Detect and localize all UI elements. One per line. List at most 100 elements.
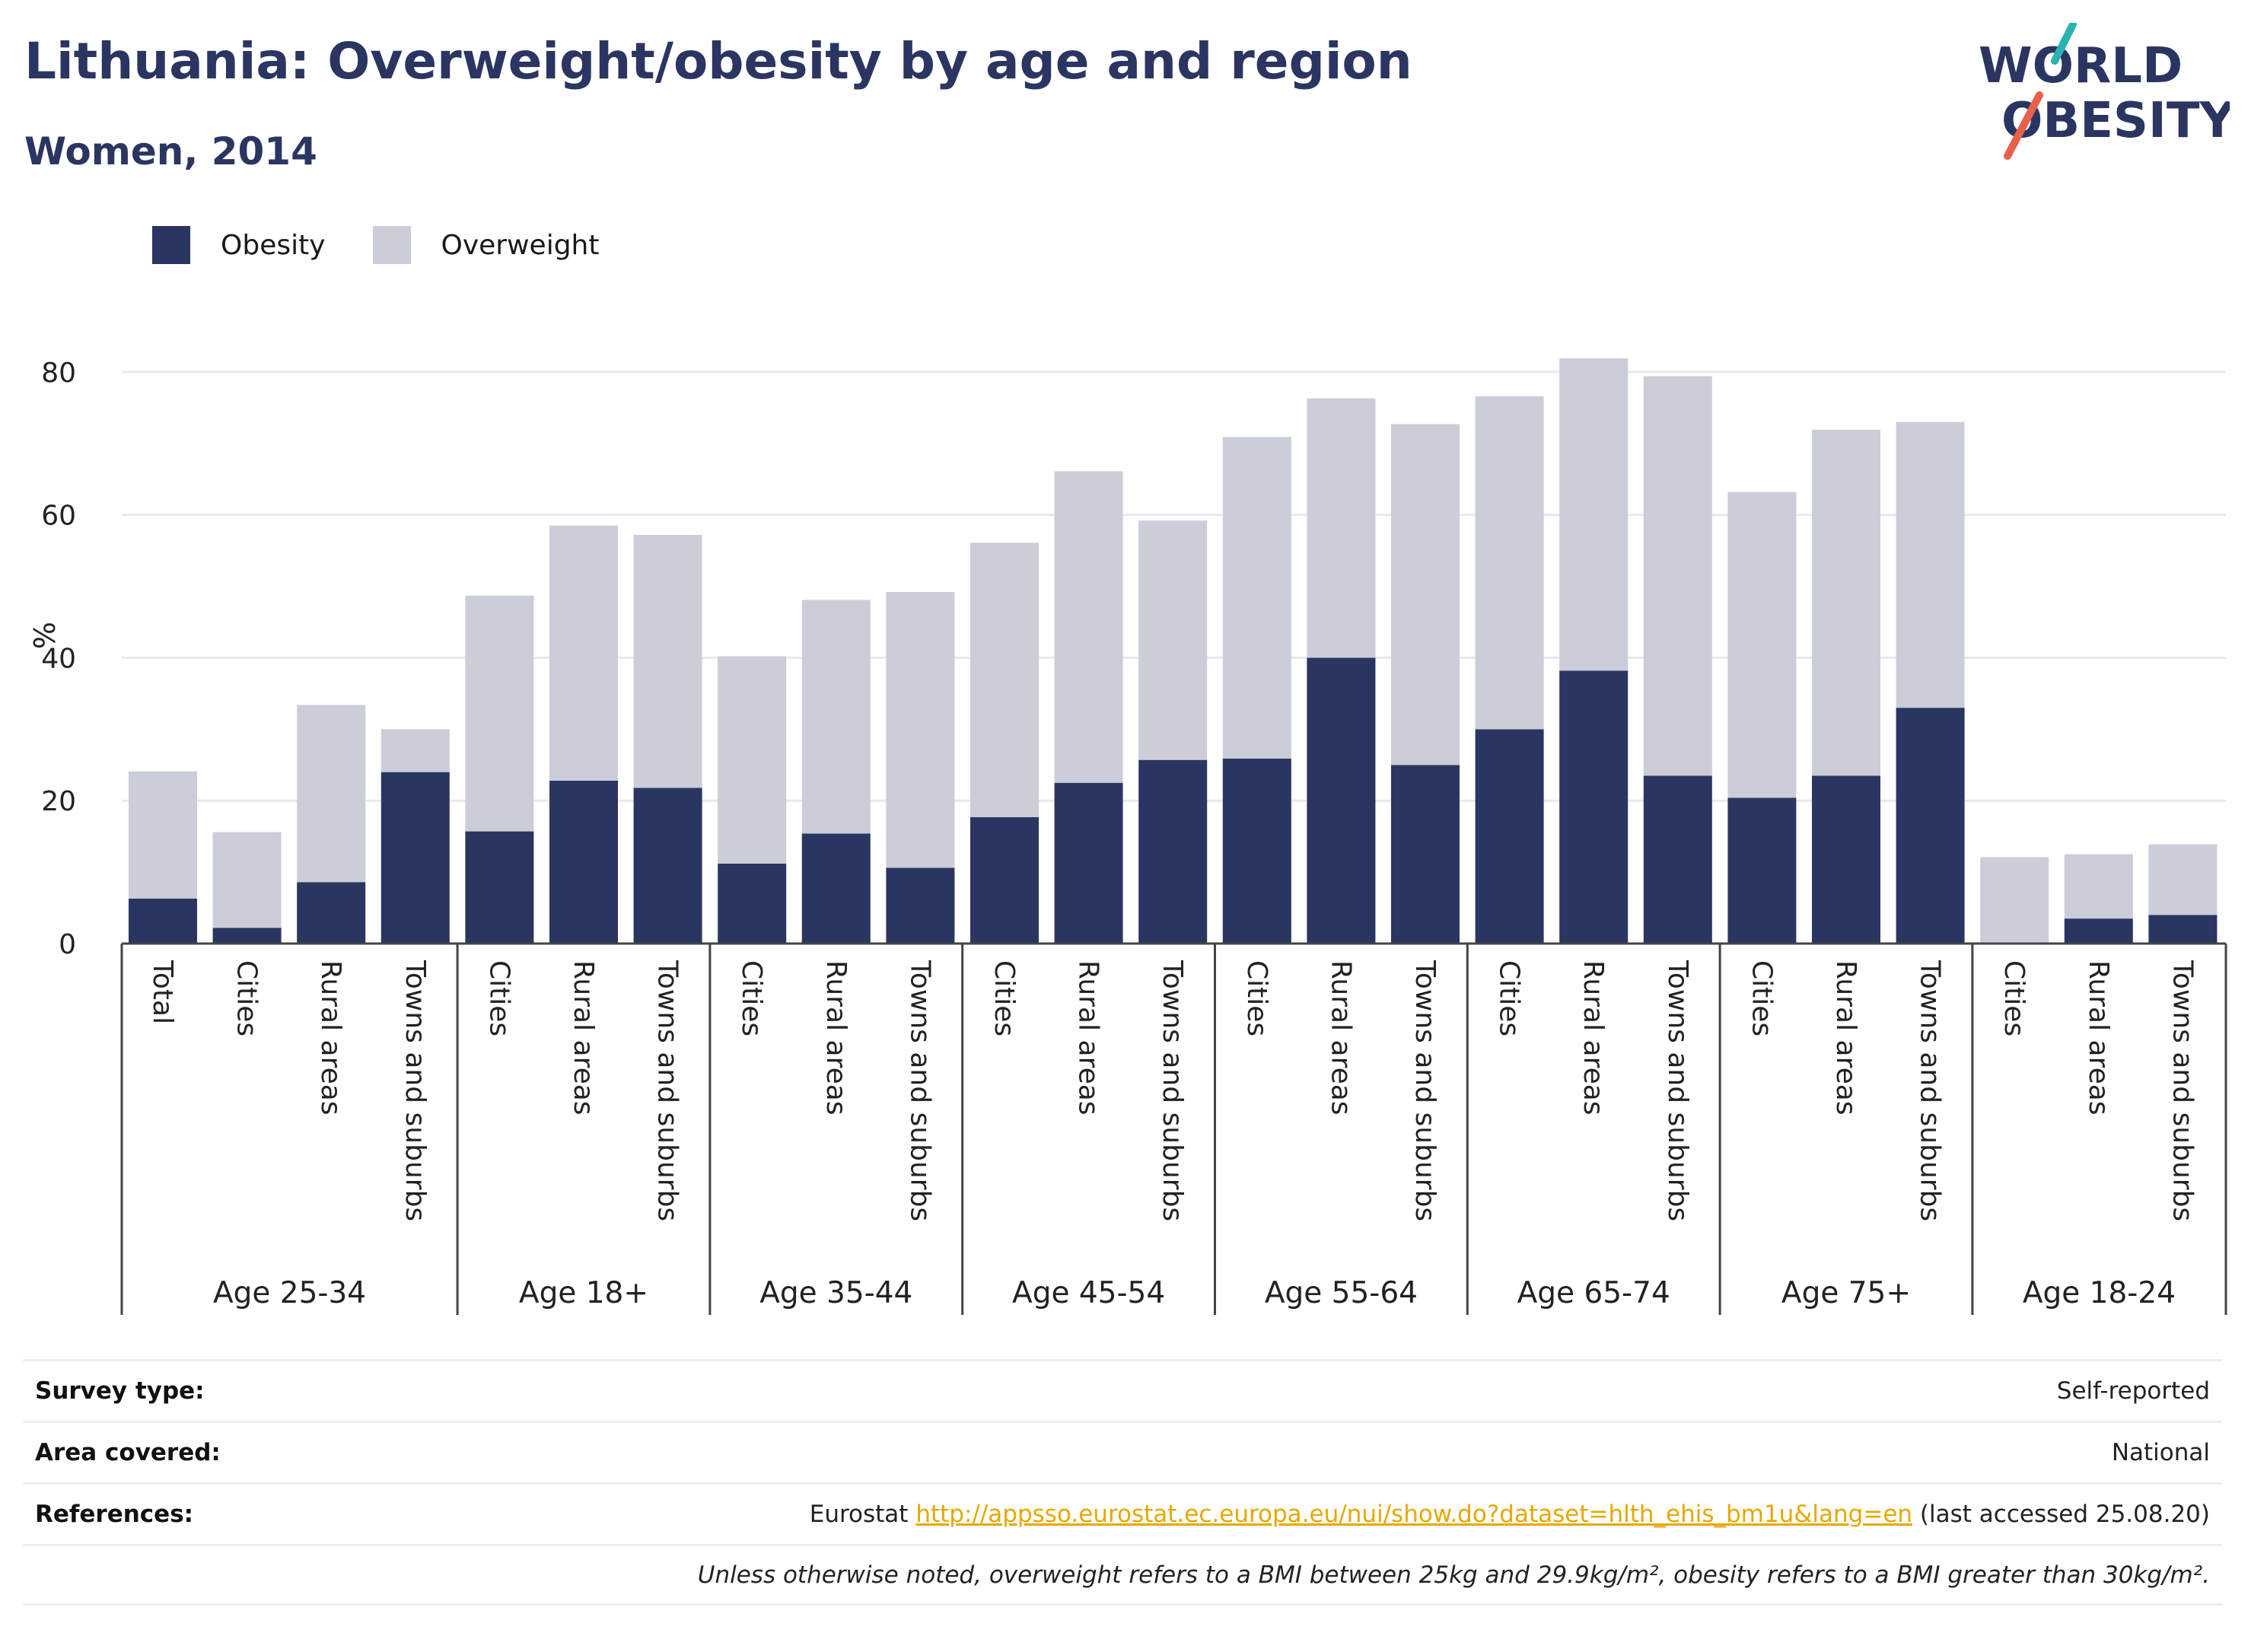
info-table: Survey type: Self-reported Area covered:… xyxy=(23,1359,2222,1606)
area-covered-row: Area covered: National xyxy=(23,1421,2222,1482)
bar-overweight xyxy=(1643,376,1712,776)
bar-chart: 0 20 40 60 80% Total Cities Rural areas Towns an… xyxy=(28,358,2227,1315)
category-label: Rural areas xyxy=(1325,960,1356,1116)
references-row: References: Eurostat http://appsso.euros… xyxy=(23,1482,2222,1544)
bar-overweight xyxy=(212,832,282,928)
bar-overweight xyxy=(2148,844,2218,915)
chart-legend: Obesity Overweight xyxy=(152,225,646,265)
y-tick-label: 0 xyxy=(59,929,76,960)
legend-swatch-obesity xyxy=(152,226,190,264)
bar-obesity xyxy=(633,788,702,944)
category-label: Rural areas xyxy=(315,960,346,1116)
bar-obesity xyxy=(1054,782,1123,944)
legend-swatch-overweight xyxy=(372,226,411,264)
bar-overweight xyxy=(1307,398,1376,658)
references-value: Eurostat http://appsso.eurostat.ec.europ… xyxy=(810,1501,2210,1528)
category-label: Towns and suburbs xyxy=(652,960,683,1221)
category-label: Total xyxy=(147,960,178,1024)
bar-obesity xyxy=(465,831,534,944)
survey-type-label: Survey type: xyxy=(35,1377,205,1405)
group-label: Age 35-44 xyxy=(759,1276,912,1310)
bar-obesity xyxy=(1643,775,1712,944)
chart-subtitle: Women, 2014 xyxy=(24,129,317,173)
y-tick-label: 20 xyxy=(41,786,76,817)
legend-item-overweight: Overweight xyxy=(372,226,600,264)
category-label: Cities xyxy=(483,960,514,1036)
bar-overweight xyxy=(1896,422,1965,708)
bar-obesity xyxy=(2064,918,2133,944)
bar-obesity xyxy=(1727,797,1797,944)
bar-obesity xyxy=(1391,765,1460,944)
group-label: Age 18+ xyxy=(519,1276,648,1310)
bar-overweight xyxy=(1138,520,1208,760)
category-label: Towns and suburbs xyxy=(904,960,935,1221)
category-label: Rural areas xyxy=(568,960,599,1116)
survey-type-value: Self-reported xyxy=(2056,1377,2210,1405)
category-label: Cities xyxy=(989,960,1020,1036)
bar-overweight xyxy=(1980,857,2049,944)
area-covered-value: National xyxy=(2111,1439,2210,1466)
bar-obesity xyxy=(1138,759,1208,944)
bar-overweight xyxy=(886,592,955,868)
bar-overweight xyxy=(718,656,787,864)
category-label: Towns and suburbs xyxy=(1662,960,1693,1221)
bar-overweight xyxy=(1812,429,1880,776)
legend-label-overweight: Overweight xyxy=(441,229,600,261)
bar-overweight xyxy=(1391,424,1460,766)
category-label: Towns and suburbs xyxy=(1915,960,1946,1221)
bar-obesity xyxy=(549,780,618,944)
bar-obesity xyxy=(297,882,366,944)
logo-slash-bottom xyxy=(2004,91,2043,160)
reference-source: Eurostat xyxy=(809,1501,909,1528)
group-label: Age 55-64 xyxy=(1265,1276,1418,1310)
bar-obesity xyxy=(2148,915,2218,944)
group-label: Age 45-54 xyxy=(1012,1276,1165,1310)
reference-link[interactable]: http://appsso.eurostat.ec.europa.eu/nui/… xyxy=(915,1501,1913,1528)
references-label: References: xyxy=(35,1501,194,1528)
group-label: Age 75+ xyxy=(1781,1276,1911,1310)
legend-item-obesity: Obesity xyxy=(152,226,326,264)
category-label: Rural areas xyxy=(820,960,852,1116)
group-label: Age 18-24 xyxy=(2023,1276,2176,1310)
world-obesity-logo: WORLD OBESITY xyxy=(1979,23,2230,160)
bar-obesity xyxy=(886,867,955,944)
group-label: Age 65-74 xyxy=(1517,1276,1670,1310)
legend-label-obesity: Obesity xyxy=(221,229,326,261)
bar-overweight xyxy=(297,705,366,883)
category-label: Towns and suburbs xyxy=(1409,960,1441,1221)
category-label: Towns and suburbs xyxy=(2167,960,2198,1221)
bar-obesity xyxy=(1307,657,1376,944)
category-label: Rural areas xyxy=(1830,960,1861,1116)
bar-overweight xyxy=(1559,358,1629,671)
bar-obesity xyxy=(1896,708,1965,944)
bar-obesity xyxy=(1222,758,1291,944)
bar-obesity xyxy=(1475,729,1544,944)
category-label: Cities xyxy=(231,960,263,1036)
bar-overweight xyxy=(633,534,702,788)
bar-obesity xyxy=(129,898,197,944)
survey-type-row: Survey type: Self-reported xyxy=(23,1359,2222,1421)
bar-overweight xyxy=(549,525,618,781)
y-tick-label: 60 xyxy=(41,501,76,532)
category-label: Rural areas xyxy=(2083,960,2114,1116)
bar-overweight xyxy=(801,600,871,834)
bar-obesity xyxy=(801,833,871,944)
y-tick-label: 80 xyxy=(41,358,76,389)
bar-obesity xyxy=(380,772,450,944)
bar-overweight xyxy=(1054,471,1123,783)
bar-overweight xyxy=(970,543,1039,817)
chart-title: Lithuania: Overweight/obesity by age and… xyxy=(24,32,1412,91)
bar-overweight xyxy=(129,771,197,899)
bar-obesity xyxy=(970,816,1039,944)
category-label: Cities xyxy=(1746,960,1777,1036)
category-label: Towns and suburbs xyxy=(1157,960,1188,1221)
bar-overweight xyxy=(2064,854,2133,919)
category-label: Cities xyxy=(1998,960,2030,1036)
bar-overweight xyxy=(1475,396,1544,730)
category-label: Rural areas xyxy=(1578,960,1609,1116)
group-label: Age 25-34 xyxy=(213,1276,366,1310)
reference-accessed: (last accessed 25.08.20) xyxy=(1919,1501,2210,1528)
bar-obesity xyxy=(212,928,282,944)
logo-slash-top xyxy=(2051,23,2077,65)
category-label: Cities xyxy=(736,960,767,1036)
